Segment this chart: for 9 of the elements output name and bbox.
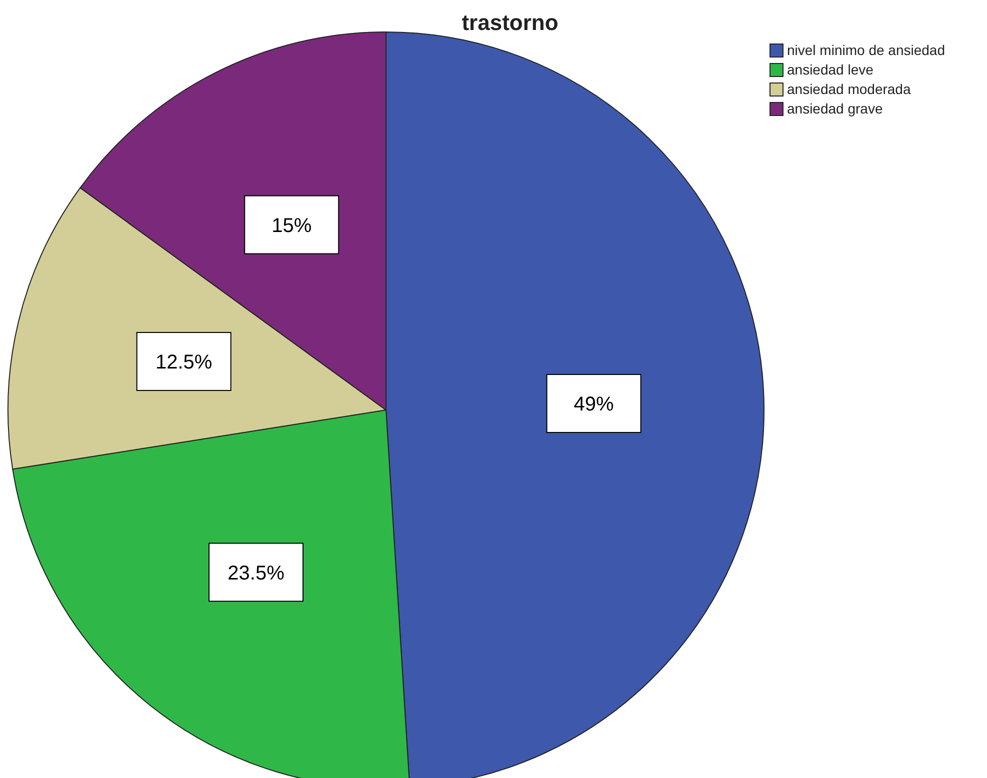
data-label: 49% <box>574 393 614 416</box>
legend-label: ansiedad moderada <box>787 81 911 97</box>
legend-label: ansiedad grave <box>787 100 883 116</box>
data-label: 12.5% <box>155 351 212 374</box>
data-label: 23.5% <box>228 562 285 584</box>
legend-label: ansiedad leve <box>787 62 874 78</box>
legend-label: nivel minimo de ansiedad <box>787 42 945 58</box>
chart-title: trastorno <box>462 10 558 35</box>
data-label: 15% <box>272 214 312 237</box>
